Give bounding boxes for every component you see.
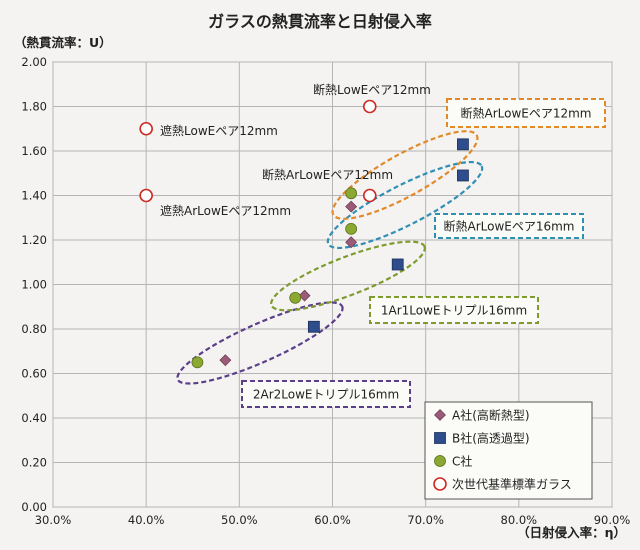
x-tick-label: 30.0%: [35, 513, 72, 527]
legend-label: 次世代基準標準ガラス: [452, 477, 572, 492]
x-tick-label: 50.0%: [221, 513, 258, 527]
data-point: [289, 291, 302, 304]
legend-marker: [434, 455, 446, 467]
y-axis-label: （熱貫流率：U）: [14, 35, 112, 50]
group-ellipse: [176, 301, 344, 385]
legend-box: [424, 401, 593, 500]
y-tick-label: 0.60: [21, 367, 47, 381]
y-tick-label: 1.00: [21, 278, 47, 292]
data-point: [139, 188, 153, 203]
data-point: [457, 169, 469, 182]
data-points: [139, 99, 469, 369]
group-label-box: [446, 98, 606, 128]
group-ellipse: [326, 160, 484, 250]
y-tick-label: 1.60: [21, 144, 47, 158]
group-ellipses: [176, 130, 484, 385]
data-point: [345, 200, 358, 213]
legend-marker: [434, 432, 446, 444]
chart-title: ガラスの熱貫流率と日射侵入率: [208, 12, 432, 31]
annotation: 遮熱LowEペア12mm: [160, 123, 278, 138]
group-ellipse: [270, 240, 426, 312]
data-point: [298, 289, 311, 302]
data-point: [362, 188, 377, 203]
group-ellipse: [331, 130, 479, 220]
legend-marker: [434, 409, 446, 421]
group-label-box: [434, 213, 584, 239]
data-point: [307, 320, 320, 333]
annotations: 断熱LowEペア12mm 遮熱LowEペア12mm 遮熱ArLowEペア12mm 断熱…: [160, 82, 431, 218]
group-label-box: [369, 296, 539, 324]
x-tick-label: 90.0%: [594, 513, 631, 527]
x-axis-label: （日射侵入率：η）: [517, 525, 626, 540]
group-label: 断熱ArLowEペア12mm: [460, 106, 591, 121]
x-tick-label: 60.0%: [314, 513, 351, 527]
data-point: [219, 354, 232, 367]
legend-label: B社(高透過型): [452, 431, 530, 446]
y-tick-label: 1.40: [21, 189, 47, 203]
y-tick-label: 0.80: [21, 322, 47, 336]
y-tick-label: 1.80: [21, 100, 47, 114]
y-tick-label: 2.00: [21, 55, 47, 69]
annotation: 断熱LowEペア12mm: [313, 82, 431, 97]
data-point: [362, 99, 377, 114]
x-tick-label: 40.0%: [128, 513, 165, 527]
group-label-box: [241, 380, 411, 408]
x-tick-label: 70.0%: [407, 513, 444, 527]
y-tick-label: 0.00: [21, 500, 47, 514]
annotation: 断熱ArLowEペア12mm: [262, 167, 393, 182]
tick-labels: 30.0% 40.0% 50.0% 60.0% 70.0% 80.0% 90.0% 0.00 0…: [21, 55, 630, 527]
group-label: 1Ar1LowEトリプル16mm: [381, 304, 527, 318]
annotation: 遮熱ArLowEペア12mm: [160, 203, 291, 218]
group-label: 2Ar2LowEトリプル16mm: [253, 388, 399, 402]
group-labels: 2Ar2LowEトリプル16mm 1Ar1LowEトリプル16mm 断熱ArLowE…: [241, 98, 606, 408]
data-point: [391, 258, 404, 271]
y-tick-label: 1.20: [21, 233, 47, 247]
data-point: [191, 356, 204, 369]
y-tick-label: 0.20: [21, 456, 47, 470]
x-tick-label: 80.0%: [501, 513, 538, 527]
data-point: [139, 121, 153, 136]
legend-label: A社(高断熱型): [452, 408, 530, 423]
data-point: [457, 138, 469, 151]
data-point: [345, 236, 358, 249]
data-point: [345, 187, 358, 200]
data-point: [345, 222, 358, 235]
y-tick-label: 0.40: [21, 411, 47, 425]
group-label: 断熱ArLowEペア16mm: [443, 219, 574, 234]
legend-marker: [433, 477, 447, 491]
legend-label: C社: [452, 454, 472, 469]
